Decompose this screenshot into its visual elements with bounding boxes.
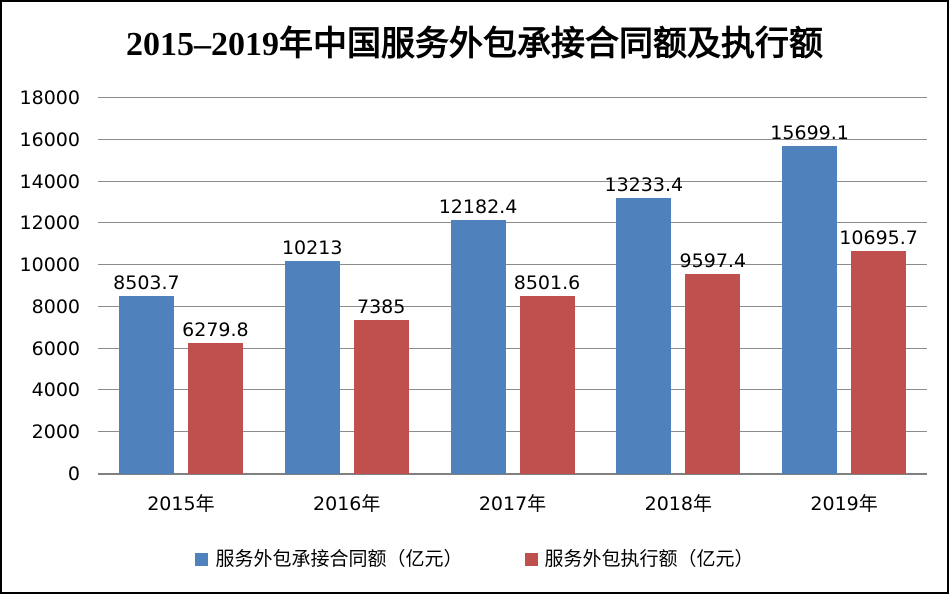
gridline xyxy=(98,97,927,98)
gridline xyxy=(98,389,927,391)
y-tick-label: 2000 xyxy=(31,421,80,444)
gridline xyxy=(98,431,927,433)
legend-item-contract-amount: 服务外包承接合同额（亿元） xyxy=(195,548,463,570)
bar-contract-amount xyxy=(782,146,838,474)
data-label: 6279.8 xyxy=(182,318,249,341)
x-axis-line xyxy=(98,473,927,475)
data-label: 7385 xyxy=(357,295,406,318)
legend: 服务外包承接合同额（亿元） 服务外包执行额（亿元） xyxy=(2,548,947,570)
legend-label: 服务外包执行额（亿元） xyxy=(544,548,754,570)
y-tick-label: 6000 xyxy=(31,337,80,360)
y-tick-label: 4000 xyxy=(31,379,80,402)
bar-executed-amount xyxy=(187,342,243,474)
data-label: 8501.6 xyxy=(513,272,581,295)
gridline xyxy=(98,264,927,266)
y-tick-label: 8000 xyxy=(31,295,80,318)
x-tick-label: 2019年 xyxy=(810,493,878,515)
legend-swatch-contract-icon xyxy=(195,552,209,566)
chart-title: 2015–2019年中国服务外包承接合同额及执行额 xyxy=(126,26,823,63)
y-tick-label: 0 xyxy=(67,463,80,485)
legend-swatch-executed-icon xyxy=(524,552,538,566)
gridline xyxy=(98,305,927,307)
y-tick-label: 12000 xyxy=(19,212,80,235)
y-tick-label: 10000 xyxy=(19,254,80,277)
data-label: 12182.4 xyxy=(438,195,518,218)
gridline xyxy=(98,222,927,224)
gridline xyxy=(98,138,927,140)
legend-item-executed-amount: 服务外包执行额（亿元） xyxy=(524,548,754,570)
bar-executed-amount xyxy=(519,296,575,474)
x-tick-label: 2016年 xyxy=(313,493,381,515)
legend-label: 服务外包承接合同额（亿元） xyxy=(215,548,463,570)
bar-contract-amount xyxy=(450,219,506,474)
x-tick-label: 2015年 xyxy=(147,493,215,515)
bar-executed-amount xyxy=(353,319,409,474)
bar-executed-amount xyxy=(851,250,907,474)
data-label: 8503.7 xyxy=(113,272,180,295)
y-tick-label: 18000 xyxy=(19,87,80,109)
bar-contract-amount xyxy=(616,197,672,474)
data-label: 9597.4 xyxy=(679,249,747,272)
bar-contract-amount xyxy=(118,296,174,474)
data-label: 15699.1 xyxy=(770,122,849,145)
data-label: 10213 xyxy=(281,236,343,259)
data-label: 10695.7 xyxy=(839,226,918,249)
y-tick-label: 16000 xyxy=(19,128,80,151)
plot-area: 8503.7 6279.8 10213 7385 12182.4 8501.6 13233.… xyxy=(98,97,927,475)
x-tick-label: 2018年 xyxy=(644,493,712,515)
y-tick-label: 14000 xyxy=(19,170,80,193)
gridline xyxy=(98,347,927,349)
gridline xyxy=(98,180,927,182)
x-tick-label: 2017年 xyxy=(478,493,547,515)
data-label: 13233.4 xyxy=(604,173,684,196)
bar-executed-amount xyxy=(685,273,741,474)
bar-contract-amount xyxy=(284,260,340,474)
